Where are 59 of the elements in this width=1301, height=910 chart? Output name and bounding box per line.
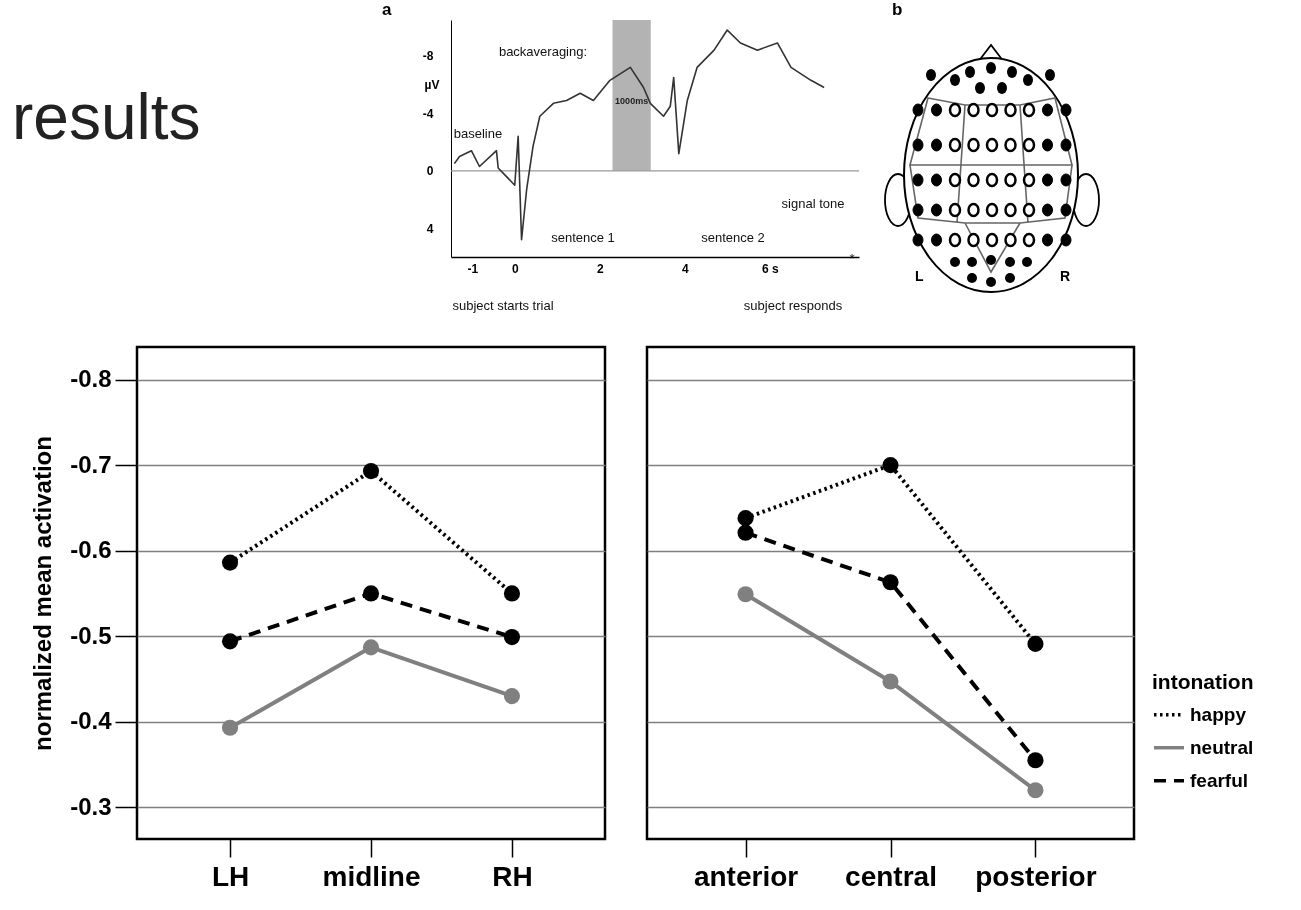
point — [1027, 752, 1044, 769]
point — [221, 633, 239, 650]
x-tick-label: posterior — [975, 860, 1097, 892]
x-tick-label: 6 s — [761, 261, 779, 276]
point — [362, 585, 380, 602]
annotation: * — [849, 250, 855, 266]
text: b — [892, 0, 903, 20]
legend-label: happy — [1190, 703, 1247, 725]
legend-label: fearful — [1190, 769, 1249, 791]
y-axis-title: normalized mean activation — [29, 436, 57, 751]
point — [882, 673, 899, 690]
point — [503, 629, 521, 646]
y-tick-label: 4 — [426, 221, 434, 236]
point — [737, 586, 754, 603]
point — [882, 574, 899, 591]
point — [362, 463, 380, 480]
x-tick-label: LH — [211, 860, 250, 892]
chart-title: results — [12, 80, 201, 154]
x-tick-label: -1 — [467, 261, 479, 276]
point — [503, 688, 521, 705]
y-tick-label: -0.8 — [70, 365, 112, 393]
point — [1027, 635, 1044, 652]
y-tick-label: -4 — [422, 106, 434, 121]
legend-title: intonation — [1152, 669, 1254, 693]
annotation: backaveraging: — [498, 43, 588, 59]
text: subject responds — [743, 297, 843, 313]
point — [362, 639, 380, 656]
y-tick-label: -0.6 — [70, 536, 112, 564]
y-tick-label: 0 — [426, 164, 434, 179]
x-tick-label: RH — [492, 860, 533, 892]
x-tick-label: midline — [322, 860, 421, 892]
y-tick-label: -0.4 — [70, 707, 113, 735]
point — [221, 719, 239, 736]
y-tick-label: -8 — [422, 49, 434, 64]
x-tick-label: 0 — [511, 261, 519, 276]
x-tick-label: anterior — [693, 860, 799, 892]
text: R — [1060, 268, 1071, 284]
x-tick-label: 4 — [681, 261, 689, 276]
y-axis-title: µV — [424, 78, 440, 93]
text: L — [915, 268, 924, 284]
y-tick-label: -0.5 — [70, 621, 112, 649]
text: subject starts trial — [452, 297, 554, 313]
annotation: baseline — [453, 125, 503, 141]
annotation: sentence 1 — [551, 229, 615, 245]
point — [1027, 782, 1044, 799]
point — [737, 510, 754, 527]
legend-label: neutral — [1190, 736, 1254, 758]
point — [737, 524, 754, 541]
point — [882, 457, 899, 474]
y-tick-label: -0.7 — [70, 450, 112, 478]
x-tick-label: central — [845, 860, 937, 892]
band-label: 1000ms — [615, 95, 649, 106]
chart-title: a — [382, 0, 392, 20]
annotation: sentence 2 — [701, 229, 765, 245]
x-tick-label: 2 — [596, 261, 604, 276]
y-tick-label: -0.3 — [70, 792, 112, 820]
annotation: signal tone — [781, 195, 845, 211]
point — [503, 585, 521, 602]
point — [221, 554, 239, 571]
